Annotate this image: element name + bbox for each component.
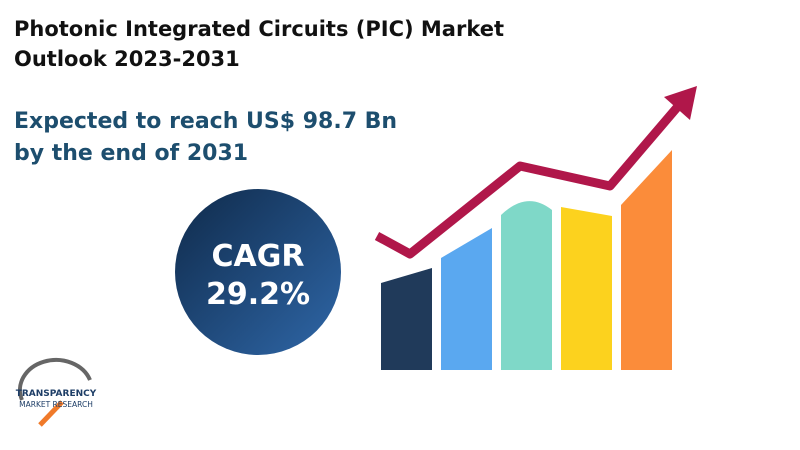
subtitle-line: by the end of 2031	[14, 141, 249, 166]
trend-line	[374, 101, 684, 259]
bar	[621, 150, 672, 370]
bar	[501, 201, 552, 370]
logo-mark	[38, 400, 64, 427]
logo-name: TRANSPARENCY	[16, 389, 97, 399]
title: Photonic Integrated Circuits (PIC) Marke…	[14, 14, 504, 74]
logo-name: MARKET RESEARCH	[19, 400, 93, 409]
bar	[381, 268, 432, 370]
cagr-circle	[175, 189, 341, 355]
logo-arc	[18, 357, 92, 401]
subtitle: Expected to reach US$ 98.7 Bn by the end…	[14, 106, 397, 170]
title-line: Outlook 2023-2031	[14, 47, 240, 71]
bar	[561, 207, 612, 370]
title-line: Photonic Integrated Circuits (PIC) Marke…	[14, 17, 505, 41]
bar	[441, 228, 492, 370]
cagr-value: 29.2%	[206, 277, 310, 312]
subtitle-line: Expected to reach US$ 98.7 Bn	[14, 109, 398, 134]
trend-arrowhead	[664, 86, 697, 120]
cagr-label: CAGR	[212, 239, 305, 274]
